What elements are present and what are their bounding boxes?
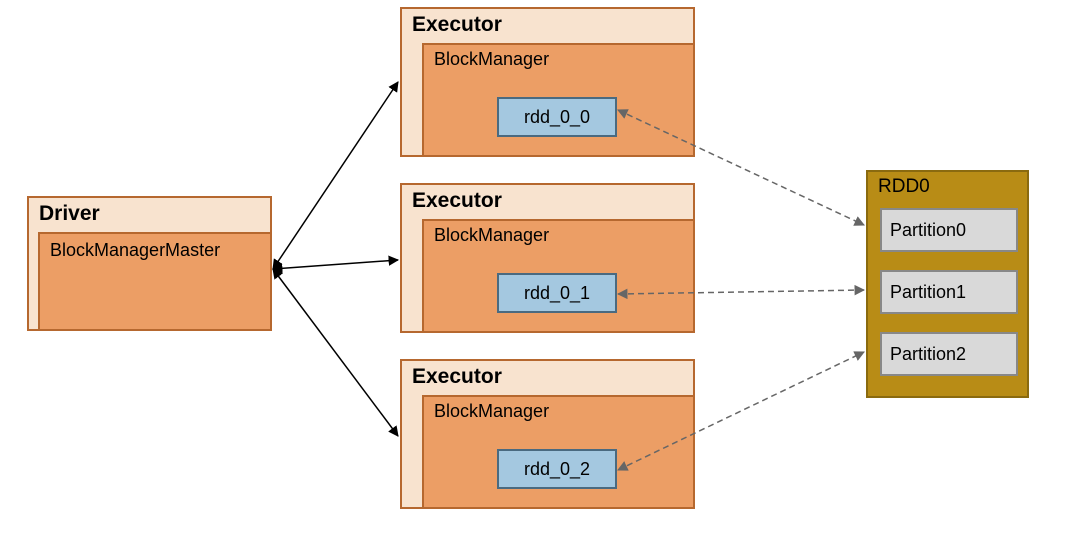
partition-label-1: Partition1 [890, 282, 966, 303]
executor-title-1: Executor [402, 185, 693, 219]
rdd-block-label-0: rdd_0_0 [524, 107, 590, 128]
driver-title: Driver [29, 198, 270, 232]
arrow-driver-exec1 [273, 260, 398, 269]
rdd-block-0: rdd_0_0 [497, 97, 617, 137]
partition-0: Partition0 [880, 208, 1018, 252]
driver-inner: BlockManagerMaster [38, 232, 272, 331]
rdd-block-2: rdd_0_2 [497, 449, 617, 489]
arrow-driver-exec0 [273, 82, 398, 269]
rdd-block-1: rdd_0_1 [497, 273, 617, 313]
arrow-driver-exec2 [273, 269, 398, 436]
partition-label-2: Partition2 [890, 344, 966, 365]
rdd-block-label-2: rdd_0_2 [524, 459, 590, 480]
blockmanager-label-0: BlockManager [424, 45, 693, 74]
rdd-container: RDD0 Partition0 Partition1 Partition2 [866, 170, 1029, 398]
blockmanager-label-1: BlockManager [424, 221, 693, 250]
driver-box: Driver BlockManagerMaster [27, 196, 272, 331]
rdd-container-title: RDD0 [868, 172, 1027, 202]
partition-2: Partition2 [880, 332, 1018, 376]
executor-title-2: Executor [402, 361, 693, 395]
partition-1: Partition1 [880, 270, 1018, 314]
partition-label-0: Partition0 [890, 220, 966, 241]
blockmanager-label-2: BlockManager [424, 397, 693, 426]
rdd-block-label-1: rdd_0_1 [524, 283, 590, 304]
driver-inner-label: BlockManagerMaster [40, 234, 270, 265]
executor-title-0: Executor [402, 9, 693, 43]
